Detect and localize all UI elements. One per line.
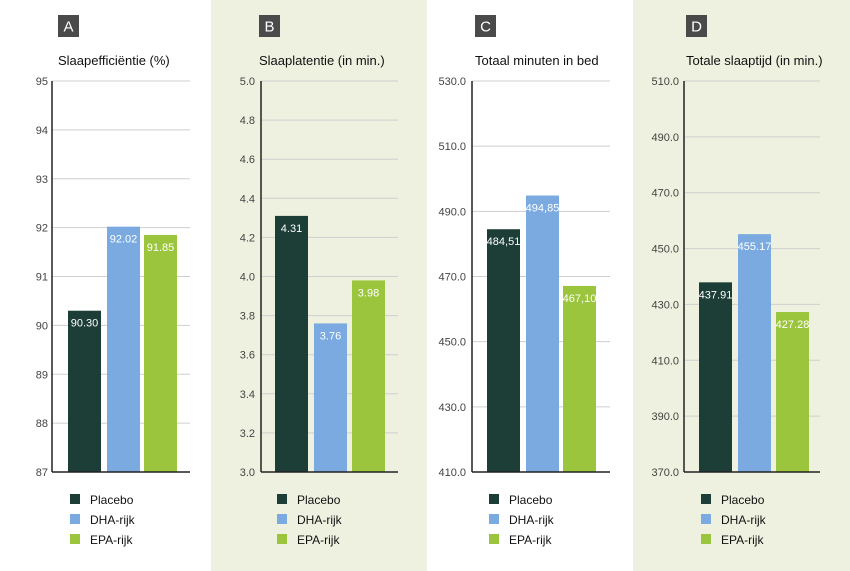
legend-swatch <box>70 514 80 524</box>
y-tick-label: 430.0 <box>438 402 466 414</box>
y-tick-label: 370.0 <box>651 467 679 479</box>
data-label: 3.98 <box>358 287 379 299</box>
y-tick-label: 3.4 <box>240 389 255 401</box>
legend-swatch <box>70 494 80 504</box>
bar-epa-rijk <box>352 280 385 472</box>
y-tick-label: 4.0 <box>240 272 255 284</box>
chart-title: Slaapefficiëntie (%) <box>58 53 170 68</box>
panel-b-background <box>211 0 427 571</box>
y-tick-label: 410.0 <box>438 467 466 479</box>
legend-label: Placebo <box>297 493 341 507</box>
y-tick-label: 87 <box>36 467 48 479</box>
data-label: 92.02 <box>110 234 138 246</box>
data-label: 494,85 <box>526 203 560 215</box>
legend-swatch <box>277 534 287 544</box>
panel-letter: C <box>480 19 491 36</box>
y-tick-label: 510.0 <box>438 141 466 153</box>
legend-swatch <box>489 494 499 504</box>
y-tick-label: 4.2 <box>240 232 255 244</box>
legend-label: EPA-rijk <box>297 533 340 547</box>
y-tick-label: 3.8 <box>240 311 255 323</box>
y-tick-label: 3.0 <box>240 467 255 479</box>
y-tick-label: 470.0 <box>651 188 679 200</box>
legend-label: EPA-rijk <box>509 533 552 547</box>
legend-swatch <box>277 494 287 504</box>
panel-letter-box <box>475 15 496 37</box>
y-tick-label: 92 <box>36 223 48 235</box>
panel-letter-box <box>686 15 707 37</box>
legend-label: EPA-rijk <box>90 533 133 547</box>
legend-swatch <box>277 514 287 524</box>
bar-dha-rijk <box>107 226 140 472</box>
bar-placebo <box>699 282 732 472</box>
y-tick-label: 3.6 <box>240 350 255 362</box>
y-tick-label: 390.0 <box>651 411 679 423</box>
y-tick-label: 89 <box>36 369 48 381</box>
y-tick-label: 450.0 <box>651 244 679 256</box>
bar-epa-rijk <box>563 285 596 472</box>
y-tick-label: 4.8 <box>240 115 255 127</box>
bar-dha-rijk <box>314 323 347 472</box>
data-label: 455.17 <box>738 241 772 253</box>
y-tick-label: 91 <box>36 272 48 284</box>
y-tick-label: 5.0 <box>240 76 255 88</box>
y-tick-label: 430.0 <box>651 299 679 311</box>
bar-epa-rijk <box>776 312 809 472</box>
data-label: 4.31 <box>281 223 302 235</box>
bar-placebo <box>275 215 308 472</box>
bar-epa-rijk <box>144 234 177 472</box>
y-tick-label: 530.0 <box>438 76 466 88</box>
legend-label: Placebo <box>721 493 765 507</box>
legend-swatch <box>701 494 711 504</box>
y-tick-label: 410.0 <box>651 355 679 367</box>
y-tick-label: 88 <box>36 418 48 430</box>
y-tick-label: 3.2 <box>240 428 255 440</box>
legend-swatch <box>70 534 80 544</box>
y-tick-label: 450.0 <box>438 337 466 349</box>
legend-swatch <box>489 534 499 544</box>
bar-dha-rijk <box>738 234 771 472</box>
y-tick-label: 93 <box>36 174 48 186</box>
chart-title: Totaal minuten in bed <box>475 53 599 68</box>
legend-swatch <box>701 514 711 524</box>
panel-letter-box <box>259 15 280 37</box>
legend-swatch <box>489 514 499 524</box>
legend-label: Placebo <box>509 493 553 507</box>
panel-letter-box <box>58 15 79 37</box>
data-label: 484,51 <box>487 236 521 248</box>
bar-dha-rijk <box>526 195 559 473</box>
y-tick-label: 4.4 <box>240 193 255 205</box>
bar-placebo <box>487 229 520 472</box>
y-tick-label: 90 <box>36 320 48 332</box>
panel-letter: D <box>691 19 702 36</box>
chart-title: Totale slaaptijd (in min.) <box>686 53 823 68</box>
y-tick-label: 490.0 <box>651 132 679 144</box>
legend-label: DHA-rijk <box>509 513 555 527</box>
legend-label: DHA-rijk <box>721 513 767 527</box>
y-tick-label: 510.0 <box>651 76 679 88</box>
panel-letter: B <box>264 19 274 36</box>
panel-letter: A <box>63 19 73 36</box>
data-label: 437.91 <box>699 289 733 301</box>
legend-label: Placebo <box>90 493 134 507</box>
data-label: 90.30 <box>71 318 99 330</box>
data-label: 3.76 <box>320 330 341 342</box>
y-tick-label: 94 <box>36 125 48 137</box>
data-label: 467,10 <box>563 293 597 305</box>
legend-label: DHA-rijk <box>90 513 136 527</box>
chart-title: Slaaplatentie (in min.) <box>259 53 385 68</box>
y-tick-label: 4.6 <box>240 154 255 166</box>
y-tick-label: 470.0 <box>438 272 466 284</box>
y-tick-label: 490.0 <box>438 206 466 218</box>
legend-swatch <box>701 534 711 544</box>
data-label: 427.28 <box>776 319 810 331</box>
bar-placebo <box>68 310 101 472</box>
data-label: 91.85 <box>147 242 175 254</box>
y-tick-label: 95 <box>36 76 48 88</box>
legend-label: DHA-rijk <box>297 513 343 527</box>
legend-label: EPA-rijk <box>721 533 764 547</box>
